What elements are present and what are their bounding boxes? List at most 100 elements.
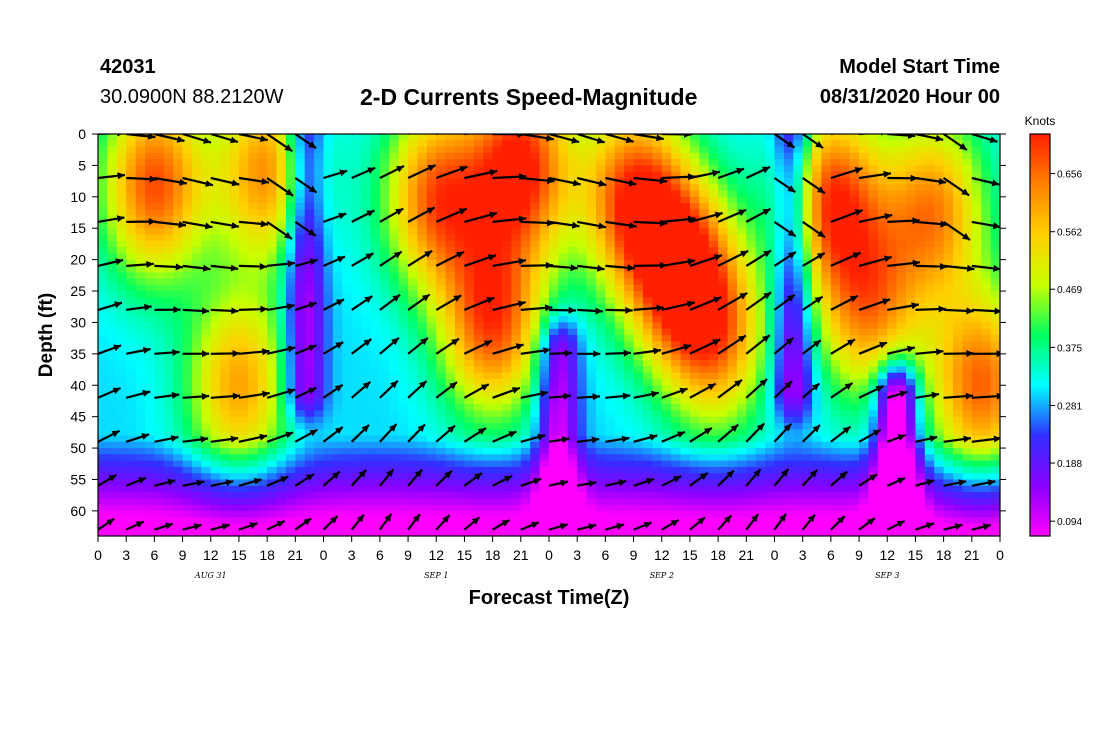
current-vector xyxy=(407,164,437,179)
current-vector xyxy=(294,386,317,399)
current-vector xyxy=(238,348,270,356)
x-tick-label: 12 xyxy=(428,547,444,563)
current-vector xyxy=(886,519,906,531)
current-vector xyxy=(576,523,597,531)
current-vector xyxy=(943,479,967,487)
current-vector xyxy=(182,436,209,443)
current-vector xyxy=(577,393,600,401)
current-vector xyxy=(745,291,772,311)
x-tick-label: 3 xyxy=(348,547,356,563)
current-vector xyxy=(407,249,433,267)
current-vector xyxy=(266,260,296,268)
current-vector xyxy=(98,386,122,399)
station-id: 42031 xyxy=(100,56,156,78)
current-vector xyxy=(125,520,145,531)
colorbar-tick-label: 0.281 xyxy=(1057,402,1082,413)
current-vector xyxy=(943,264,975,272)
current-vector xyxy=(858,341,888,355)
current-vector xyxy=(125,347,151,355)
current-vector xyxy=(830,515,846,531)
current-vector xyxy=(971,392,1000,400)
current-vector xyxy=(971,307,1000,315)
x-tick-label: 12 xyxy=(654,547,670,563)
current-vector xyxy=(238,263,268,270)
current-vector xyxy=(295,258,318,267)
current-vector xyxy=(858,473,878,487)
current-vector xyxy=(520,304,553,312)
x-tick-label: 0 xyxy=(771,547,779,563)
current-vector xyxy=(294,344,317,355)
x-tick-label: 3 xyxy=(799,547,807,563)
current-vector xyxy=(661,475,682,487)
current-vector xyxy=(999,134,1000,136)
current-vector xyxy=(802,220,826,239)
current-vector xyxy=(971,435,1000,443)
current-vector xyxy=(577,350,601,358)
current-vector xyxy=(971,220,1000,230)
day-label: AUG 31 xyxy=(194,571,227,580)
current-vector xyxy=(887,217,920,225)
current-vector xyxy=(350,424,370,443)
x-tick-label: 15 xyxy=(457,547,473,563)
current-vector xyxy=(886,390,908,399)
current-vector xyxy=(971,264,1000,272)
x-tick-label: 15 xyxy=(231,547,247,563)
current-vector xyxy=(126,218,157,226)
current-vector xyxy=(322,298,345,311)
current-vector xyxy=(463,427,487,443)
current-vector xyxy=(464,134,472,136)
current-vector xyxy=(886,476,906,487)
current-vector xyxy=(689,426,713,443)
current-vector xyxy=(463,472,483,487)
x-tick-label: 0 xyxy=(94,547,102,563)
x-tick-label: 0 xyxy=(996,547,1004,563)
x-tick-label: 21 xyxy=(964,547,980,563)
x-tick-label: 21 xyxy=(288,547,304,563)
current-vector xyxy=(492,430,517,443)
current-vector xyxy=(463,339,493,355)
current-vector xyxy=(407,337,429,355)
current-vector xyxy=(661,387,688,399)
current-vector xyxy=(154,134,185,143)
current-vector xyxy=(182,176,214,187)
current-vector xyxy=(971,176,1000,187)
x-tick-label: 6 xyxy=(376,547,384,563)
current-vector xyxy=(520,521,540,531)
current-vector xyxy=(661,430,686,443)
current-vector xyxy=(210,264,239,272)
current-vector xyxy=(605,220,637,229)
current-vector xyxy=(182,393,210,400)
current-vector xyxy=(689,516,706,531)
current-vector xyxy=(999,265,1000,268)
current-vector xyxy=(492,300,526,311)
current-vector xyxy=(350,380,372,399)
current-vector xyxy=(492,518,511,531)
current-vector xyxy=(745,249,772,267)
current-vector xyxy=(548,349,573,357)
current-vector xyxy=(266,345,296,355)
current-vector xyxy=(154,263,184,271)
y-tick-label: 0 xyxy=(78,126,86,142)
colorbar-tick-label: 0.375 xyxy=(1057,343,1082,354)
current-vector xyxy=(182,220,213,230)
current-vector xyxy=(492,386,521,399)
current-vector xyxy=(182,264,211,272)
current-vector xyxy=(773,380,793,399)
current-vector xyxy=(379,380,399,399)
current-vector xyxy=(999,308,1000,310)
current-vector xyxy=(745,513,760,531)
colorbar-tick-label: 0.469 xyxy=(1057,285,1082,296)
current-vector xyxy=(548,436,570,444)
current-vector xyxy=(717,423,739,443)
current-vector xyxy=(238,390,270,399)
current-vector xyxy=(126,175,157,183)
current-vector xyxy=(830,338,856,355)
current-vector xyxy=(773,177,796,194)
current-vector xyxy=(999,178,1000,180)
current-vector xyxy=(492,215,527,223)
current-vector xyxy=(943,350,974,357)
current-vector xyxy=(379,207,404,223)
current-vector xyxy=(154,220,187,229)
current-vector xyxy=(492,474,513,487)
current-vector xyxy=(887,345,916,355)
